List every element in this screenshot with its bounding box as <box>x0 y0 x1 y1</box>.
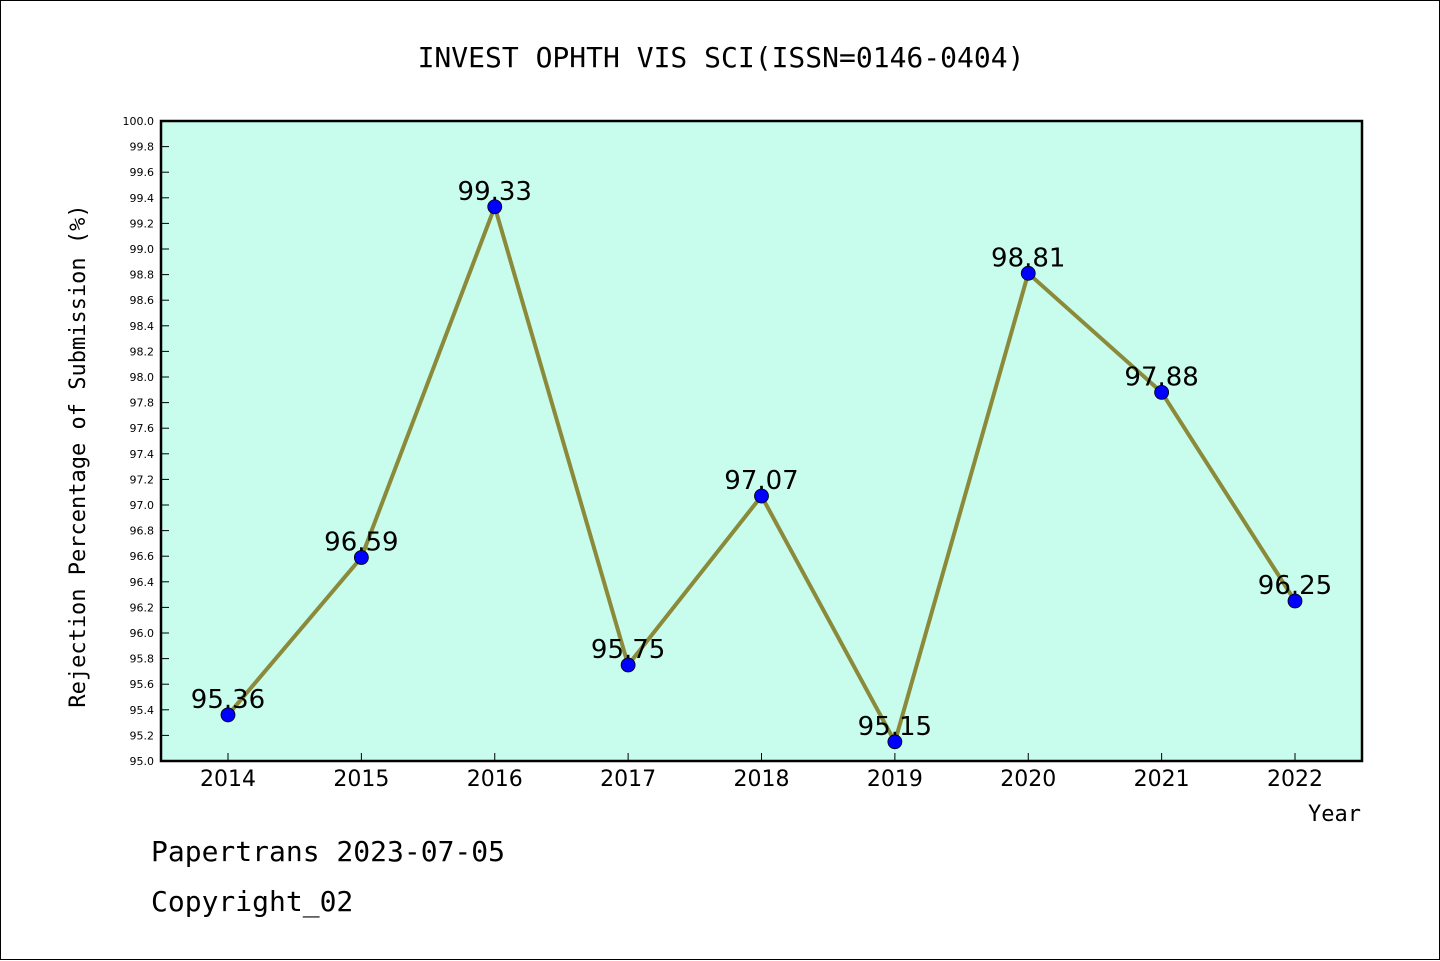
y-tick-label: 98.2 <box>130 345 155 358</box>
footer-copyright: Copyright_02 <box>151 885 354 918</box>
y-tick-label: 96.4 <box>130 576 155 589</box>
y-tick-label: 98.4 <box>130 320 155 333</box>
y-tick-label: 95.4 <box>130 704 155 717</box>
chart-title: INVEST OPHTH VIS SCI(ISSN=0146-0404) <box>418 41 1025 74</box>
data-point <box>487 199 503 215</box>
y-tick-label: 98.6 <box>130 294 155 307</box>
y-tick-label: 99.8 <box>130 141 155 154</box>
y-tick-label: 97.6 <box>130 422 155 435</box>
y-tick-label: 99.4 <box>130 192 155 205</box>
plot-area <box>159 119 1364 763</box>
y-tick-label: 99.0 <box>130 243 155 256</box>
data-label: 96.59 <box>324 527 398 557</box>
x-tick-label: 2015 <box>333 767 389 792</box>
x-tick-label: 2021 <box>1134 767 1190 792</box>
x-tick-label: 2019 <box>867 767 923 792</box>
data-label: 98.81 <box>991 243 1065 273</box>
y-tick-label: 97.4 <box>130 448 155 461</box>
footer-date: Papertrans 2023-07-05 <box>151 835 506 868</box>
x-tick-label: 2014 <box>200 767 256 792</box>
x-tick-label: 2018 <box>734 767 790 792</box>
y-tick-label: 95.6 <box>130 678 155 691</box>
y-tick-label: 96.6 <box>130 550 155 563</box>
x-axis-label: Year <box>1308 802 1361 827</box>
y-tick-label: 95.0 <box>130 755 155 768</box>
data-point <box>754 488 769 504</box>
y-tick-label: 98.0 <box>130 371 155 384</box>
y-tick-label: 99.6 <box>130 166 155 179</box>
data-label: 97.88 <box>1124 362 1198 392</box>
x-tick-label: 2017 <box>600 767 656 792</box>
data-label: 95.75 <box>591 635 665 665</box>
y-tick-label: 95.2 <box>130 729 155 742</box>
data-labels: 95.36 96.59 99.33 95.75 97.07 95.15 98.81 97.88… <box>191 177 1332 742</box>
data-point <box>1154 384 1170 400</box>
y-tick-label: 96.0 <box>130 627 155 640</box>
data-point <box>887 734 903 750</box>
x-axis: 2014 2015 2016 2017 2018 2019 2020 2021 2022 <box>200 753 1323 792</box>
y-tick-label: 96.8 <box>130 525 155 538</box>
data-label: 96.25 <box>1258 571 1332 601</box>
data-point <box>1287 593 1303 609</box>
y-tick-label: 97.2 <box>130 473 155 486</box>
data-markers <box>220 199 1303 750</box>
x-tick-label: 2022 <box>1267 767 1323 792</box>
x-tick-label: 2020 <box>1000 767 1056 792</box>
data-point <box>353 550 369 565</box>
y-tick-label: 98.8 <box>130 269 155 282</box>
data-label: 97.07 <box>724 466 798 496</box>
y-tick-label: 99.2 <box>130 217 155 230</box>
y-tick-label: 100.0 <box>123 115 155 128</box>
y-axis: 95.0 95.2 95.4 95.6 95.8 96.0 96.2 96.4 96.6 96.8… <box>123 115 169 768</box>
data-point <box>220 707 236 723</box>
y-axis-label: Rejection Percentage of Submission (%) <box>66 204 91 707</box>
x-tick-label: 2016 <box>467 767 523 792</box>
data-label: 95.36 <box>191 685 265 715</box>
data-point <box>620 657 636 673</box>
y-tick-label: 97.0 <box>130 499 155 512</box>
data-label: 99.33 <box>458 177 532 207</box>
data-point <box>1020 265 1036 281</box>
y-tick-label: 95.8 <box>130 653 155 666</box>
y-tick-label: 96.2 <box>130 601 155 614</box>
data-label: 95.15 <box>858 712 932 742</box>
y-tick-label: 97.8 <box>130 397 155 410</box>
